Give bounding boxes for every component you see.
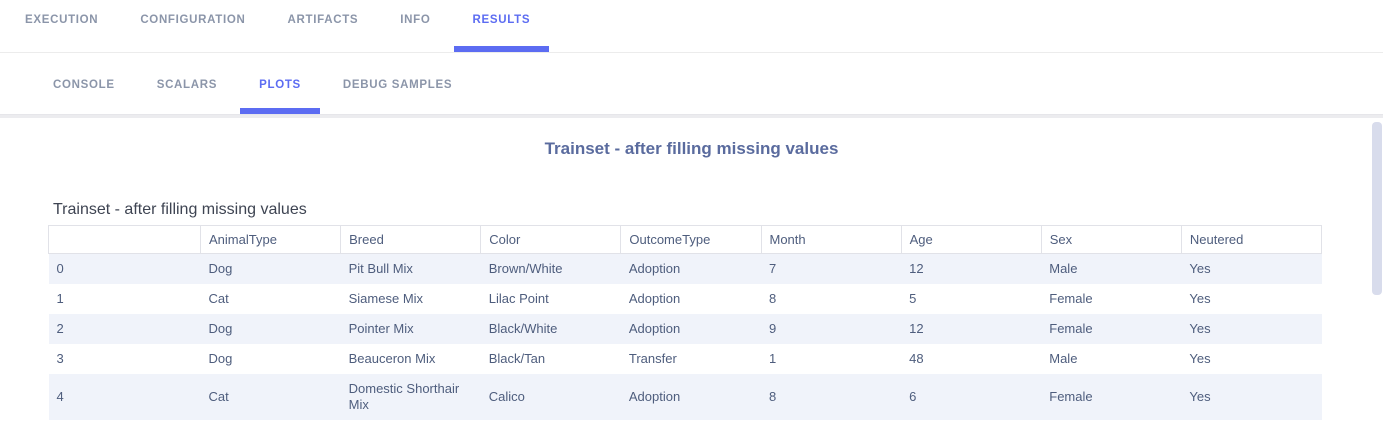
table-cell: 4 bbox=[56, 389, 64, 404]
table-cell: Dog bbox=[208, 321, 233, 336]
table-cell: 5 bbox=[909, 291, 917, 306]
tab-artifacts[interactable]: ARTIFACTS bbox=[287, 14, 359, 26]
table-cell: Adoption bbox=[628, 321, 681, 336]
table-cell: Female bbox=[1049, 389, 1093, 404]
table-cell: Pit Bull Mix bbox=[348, 261, 413, 276]
column-header: Neutered bbox=[1180, 225, 1323, 254]
table-cell: Female bbox=[1049, 321, 1093, 336]
table-cell: Yes bbox=[1189, 291, 1211, 306]
table-row: 3 Dog Beauceron Mix Black/Tan Transfer 1 48 Mal… bbox=[49, 344, 1322, 374]
scrollbar-thumb[interactable] bbox=[1372, 122, 1382, 295]
table-title: Trainset - after filling missing values bbox=[53, 201, 307, 218]
table-cell: Brown/White bbox=[488, 261, 563, 276]
tab-results[interactable]: RESULTS bbox=[452, 0, 552, 52]
tab-scalars[interactable]: SCALARS bbox=[156, 79, 218, 91]
tab-divider bbox=[0, 114, 1383, 118]
column-header: Age bbox=[900, 225, 1042, 254]
table-cell: Black/White bbox=[488, 321, 558, 336]
plots-panel: Trainset - after filling missing values … bbox=[0, 118, 1383, 437]
table-cell: 12 bbox=[909, 261, 924, 276]
table-cell: 12 bbox=[909, 321, 924, 336]
tab-console[interactable]: CONSOLE bbox=[53, 79, 115, 91]
tab-configuration[interactable]: CONFIGURATION bbox=[140, 14, 246, 26]
table-body: 0 Dog Pit Bull Mix Brown/White Adoption 7 12 Ma… bbox=[48, 253, 1322, 420]
table-cell: Yes bbox=[1189, 351, 1211, 366]
main-tab-bar: EXECUTION CONFIGURATION ARTIFACTS INFO RESUL… bbox=[0, 0, 1383, 53]
table-cell: Cat bbox=[208, 291, 229, 306]
column-header: Sex bbox=[1040, 225, 1182, 254]
table-cell: 8 bbox=[769, 291, 777, 306]
table-cell: Yes bbox=[1189, 261, 1211, 276]
table-header-row: AnimalType Breed Color OutcomeType Month Age S… bbox=[48, 225, 1323, 254]
table-row: 1 Cat Siamese Mix Lilac Point Adoption 8 5 Fema… bbox=[49, 284, 1322, 314]
table-cell: Adoption bbox=[628, 291, 681, 306]
table-cell: Yes bbox=[1189, 389, 1211, 404]
tab-debug-samples[interactable]: DEBUG SAMPLES bbox=[342, 79, 453, 91]
column-header: Breed bbox=[340, 225, 482, 254]
table-cell: Black/Tan bbox=[488, 351, 546, 366]
table-cell: 3 bbox=[56, 351, 64, 366]
column-header: AnimalType bbox=[199, 225, 342, 254]
data-table: AnimalType Breed Color OutcomeType Month Age S… bbox=[48, 225, 1323, 420]
column-header: Color bbox=[480, 225, 622, 254]
table-cell: Lilac Point bbox=[488, 291, 549, 306]
table-cell: Transfer bbox=[628, 351, 677, 366]
table-cell: 8 bbox=[769, 389, 777, 404]
table-cell: Siamese Mix bbox=[348, 291, 424, 306]
sub-tab-bar: CONSOLE SCALARS PLOTS DEBUG SAMPLES bbox=[0, 53, 1383, 114]
table-cell: 6 bbox=[909, 389, 917, 404]
table-cell: Beauceron Mix bbox=[348, 351, 436, 366]
table-cell: Adoption bbox=[628, 389, 681, 404]
tab-info[interactable]: INFO bbox=[400, 14, 431, 26]
table-cell: Female bbox=[1049, 291, 1093, 306]
table-cell: 2 bbox=[56, 321, 64, 336]
tab-plots[interactable]: PLOTS bbox=[238, 53, 322, 114]
table-cell: Male bbox=[1049, 261, 1078, 276]
table-cell: 9 bbox=[769, 321, 777, 336]
table-row: 0 Dog Pit Bull Mix Brown/White Adoption 7 12 Ma… bbox=[48, 253, 1322, 284]
tab-execution[interactable]: EXECUTION bbox=[25, 14, 99, 26]
column-header: Month bbox=[760, 225, 902, 254]
table-cell: 48 bbox=[909, 351, 924, 366]
table-cell: Male bbox=[1049, 351, 1078, 366]
table-cell: 1 bbox=[56, 291, 64, 306]
table-cell: Dog bbox=[208, 351, 233, 366]
table-cell: Domestic Shorthair Mix bbox=[348, 381, 460, 412]
column-header bbox=[48, 225, 201, 254]
table-row: 2 Dog Pointer Mix Black/White Adoption 9 12 Fem… bbox=[48, 314, 1322, 344]
table-cell: 1 bbox=[769, 351, 777, 366]
table-row: 4 Cat Domestic Shorthair Mix Calico Adoption… bbox=[48, 374, 1322, 420]
column-header: OutcomeType bbox=[620, 225, 762, 254]
table-cell: Calico bbox=[488, 389, 525, 404]
plot-title: Trainset - after filling missing values bbox=[544, 139, 839, 158]
vertical-scrollbar[interactable] bbox=[1372, 118, 1382, 437]
table-cell: 7 bbox=[769, 261, 777, 276]
table-cell: 0 bbox=[56, 261, 64, 276]
table-cell: Yes bbox=[1189, 321, 1211, 336]
table-cell: Adoption bbox=[628, 261, 681, 276]
table-cell: Cat bbox=[208, 389, 229, 404]
table-cell: Dog bbox=[208, 261, 233, 276]
table-cell: Pointer Mix bbox=[348, 321, 414, 336]
